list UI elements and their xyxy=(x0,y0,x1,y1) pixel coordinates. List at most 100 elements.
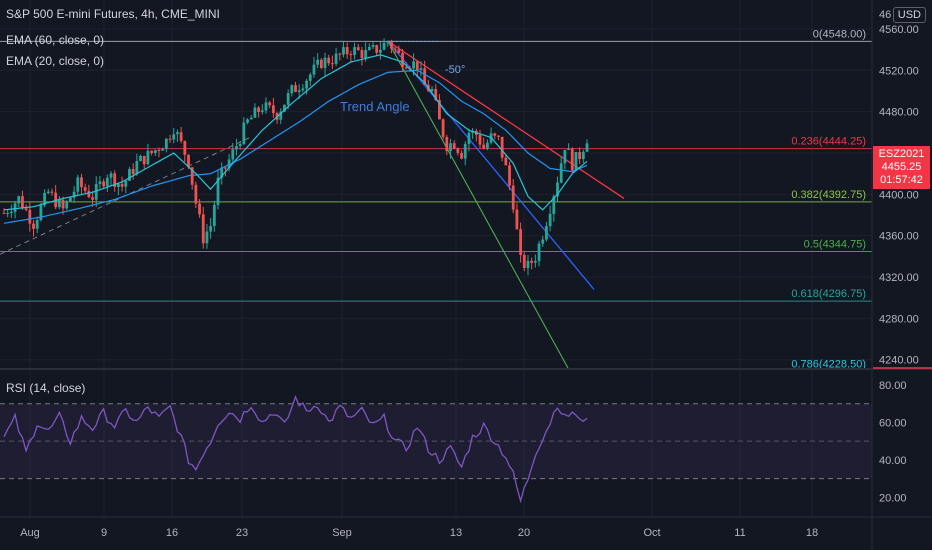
rsi-tick-label: 60.00 xyxy=(879,417,907,429)
rsi-legend[interactable]: RSI (14, close) xyxy=(6,380,85,397)
time-tick-label: 18 xyxy=(806,527,818,539)
candle-body xyxy=(345,47,349,55)
fib-level-label: 0.786(4228.50) xyxy=(791,359,866,371)
symbol-title[interactable]: S&P 500 E-mini Futures, 4h, CME_MINI xyxy=(6,7,220,21)
candle-body xyxy=(401,52,404,68)
candle-body xyxy=(570,148,574,171)
candle-body xyxy=(13,203,17,212)
candle-body xyxy=(161,148,165,151)
candle-body xyxy=(511,185,515,210)
steep-trend-line xyxy=(387,41,569,368)
candle-body xyxy=(268,102,272,106)
ema60-legend-label[interactable]: EMA (60, close, 0) xyxy=(6,33,105,47)
candle-body xyxy=(246,119,249,123)
candle-body xyxy=(356,47,360,51)
candle-body xyxy=(519,229,522,255)
candle-body xyxy=(441,119,445,138)
candle-body xyxy=(581,151,585,160)
fib-level-label: 0.618(4296.75) xyxy=(791,288,866,300)
ticker-label: ESZ2021 xyxy=(878,148,925,160)
currency-button[interactable]: USD xyxy=(892,7,926,23)
candle-body xyxy=(116,183,120,187)
fib-level-label: 0(4548.00) xyxy=(813,28,866,40)
fib-level-label: 0.5(4344.75) xyxy=(804,238,866,250)
time-axis[interactable]: Aug 9 16 23 Sep 13 20 Oct 11 18 xyxy=(20,527,818,539)
candle-body xyxy=(342,47,345,55)
rsi-legend-label[interactable]: RSI (14, close) xyxy=(6,381,86,395)
candle-body xyxy=(338,53,342,55)
candle-body xyxy=(131,168,135,175)
candle-body xyxy=(198,203,201,215)
candle-body xyxy=(548,213,552,227)
candle-body xyxy=(139,155,142,162)
resistance-trend-line xyxy=(387,40,625,200)
time-tick-label: 11 xyxy=(734,527,745,539)
candle-body xyxy=(312,64,316,75)
price-axis[interactable]: 4560.004520.004480.004440.004400.004360.… xyxy=(879,24,919,367)
candle-body xyxy=(574,151,578,171)
candle-body xyxy=(32,223,35,229)
candle-body xyxy=(105,177,109,187)
candle-body xyxy=(397,49,401,53)
candle-body xyxy=(419,68,423,70)
ema20-legend-label[interactable]: EMA (20, close, 0) xyxy=(6,54,105,68)
candle-body xyxy=(24,208,28,211)
candle-body xyxy=(452,143,456,149)
candle-body xyxy=(17,196,21,204)
candle-body xyxy=(463,143,467,159)
time-tick-label: Aug xyxy=(20,527,40,539)
candle-body xyxy=(364,50,368,58)
candle-body xyxy=(349,54,353,56)
candle-body xyxy=(390,41,393,49)
candle-body xyxy=(537,243,541,262)
candle-body xyxy=(9,211,13,214)
candle-body xyxy=(585,143,589,152)
candle-body xyxy=(556,182,559,197)
candle-body xyxy=(172,134,176,140)
candle-body xyxy=(264,102,268,111)
candle-body xyxy=(530,260,534,263)
candle-body xyxy=(559,163,563,183)
price-tick-label: 4400.00 xyxy=(879,189,919,201)
candle-body xyxy=(201,214,205,244)
candle-body xyxy=(327,57,331,64)
symbol-legend[interactable]: S&P 500 E-mini Futures, 4h, CME_MINI xyxy=(6,6,220,23)
candle-body xyxy=(500,136,504,158)
candle-body xyxy=(231,149,235,160)
candle-body xyxy=(386,41,390,43)
candle-body xyxy=(69,197,72,202)
candle-body xyxy=(46,191,50,193)
candle-body xyxy=(515,209,519,230)
candle-body xyxy=(545,226,548,240)
candle-body xyxy=(179,132,183,142)
candle-body xyxy=(423,68,427,85)
candle-body xyxy=(61,199,65,209)
candle-body xyxy=(257,107,261,112)
time-tick-label: 13 xyxy=(450,527,462,539)
candle-body xyxy=(371,45,375,47)
candle-body xyxy=(305,80,308,89)
rsi-axis[interactable]: 80.00 60.00 40.00 20.00 xyxy=(879,380,907,504)
candle-body xyxy=(249,117,253,120)
fib-level-label: 0.382(4392.75) xyxy=(791,189,866,201)
candle-body xyxy=(334,53,338,64)
candle-body xyxy=(497,135,500,137)
candle-body xyxy=(253,107,257,118)
fibonacci-retracement[interactable] xyxy=(0,40,872,371)
candle-body xyxy=(72,191,76,198)
candle-body xyxy=(378,49,382,53)
candle-body xyxy=(164,138,168,149)
candle-body xyxy=(456,148,460,153)
candle-body xyxy=(286,93,290,105)
last-price-label: 4455.25 xyxy=(881,161,922,173)
ema60-legend[interactable]: EMA (60, close, 0) xyxy=(6,32,104,49)
candle-body xyxy=(157,150,161,152)
candle-body xyxy=(271,105,275,114)
ema20-legend[interactable]: EMA (20, close, 0) xyxy=(6,53,104,70)
ema-20-line xyxy=(3,54,588,211)
price-tick-label: 4480.00 xyxy=(879,107,919,119)
time-tick-label: Sep xyxy=(332,527,352,539)
fib-level-label: 0.236(4444.25) xyxy=(791,136,866,148)
candle-body xyxy=(294,85,297,92)
